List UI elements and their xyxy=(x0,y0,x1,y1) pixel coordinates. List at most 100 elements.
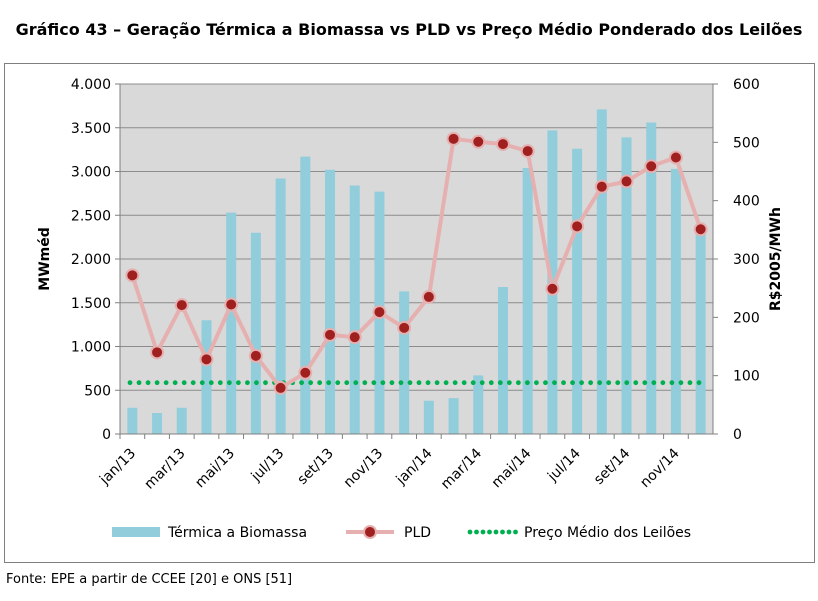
auction-price-dot xyxy=(588,380,594,386)
y2-tick-label: 500 xyxy=(733,135,760,151)
pld-point xyxy=(421,289,436,304)
auction-price-dot xyxy=(434,380,440,386)
auction-price-dot xyxy=(479,380,485,386)
x-tick-label: mai/14 xyxy=(489,445,535,491)
bar xyxy=(325,169,336,434)
y-axis-title: MWméd xyxy=(37,227,53,290)
auction-price-dot xyxy=(633,380,639,386)
x-tick-label: mar/13 xyxy=(142,446,189,493)
y2-tick-label: 0 xyxy=(733,427,742,443)
auction-price-dot xyxy=(362,380,368,386)
auction-price-dot xyxy=(615,380,621,386)
y-tick-label: 4.000 xyxy=(71,77,111,93)
auction-price-dot xyxy=(145,380,151,386)
auction-price-dot xyxy=(226,380,232,386)
auction-price-dot xyxy=(642,380,648,386)
auction-price-dot xyxy=(326,380,332,386)
auction-price-dot xyxy=(687,380,693,386)
auction-price-dot xyxy=(506,380,512,386)
y-tick-label: 0 xyxy=(102,427,111,443)
auction-price-dot xyxy=(425,380,431,386)
pld-point xyxy=(323,327,338,342)
bar xyxy=(275,178,286,434)
auction-price-dot xyxy=(217,380,223,386)
auction-price-dot xyxy=(190,380,196,386)
auction-price-dot xyxy=(452,380,458,386)
auction-price-dot xyxy=(235,380,241,386)
auction-price-dot xyxy=(443,380,449,386)
legend-label-auction: Preço Médio dos Leilões xyxy=(524,525,691,541)
x-tick-label: jul/14 xyxy=(544,445,584,485)
auction-price-dot xyxy=(488,380,494,386)
pld-point xyxy=(693,222,708,237)
bar xyxy=(522,168,533,434)
bar xyxy=(201,320,212,434)
x-tick-label: mai/13 xyxy=(192,446,238,492)
auction-price-dot xyxy=(245,380,250,386)
auction-price-dot xyxy=(660,380,666,386)
pld-point xyxy=(150,345,165,360)
bar xyxy=(695,225,706,434)
pld-point xyxy=(224,297,239,312)
x-tick-label: jan/13 xyxy=(96,446,139,489)
legend-swatch-auction-dot xyxy=(480,529,486,535)
y2-tick-label: 300 xyxy=(733,252,760,268)
auction-price-dot xyxy=(299,380,305,386)
auction-price-dot xyxy=(624,380,630,386)
x-tick-label: set/14 xyxy=(591,445,633,487)
auction-price-dot xyxy=(136,380,142,386)
x-tick-label: jul/13 xyxy=(248,446,288,486)
legend-swatch-auction-dot xyxy=(487,529,492,535)
pld-point xyxy=(520,144,535,159)
legend-swatch-biomass xyxy=(112,527,160,537)
chart-title: Gráfico 43 – Geração Térmica a Biomassa … xyxy=(15,20,803,39)
bar xyxy=(399,291,410,434)
legend-label-pld: PLD xyxy=(404,525,431,541)
auction-price-dot xyxy=(254,380,259,386)
source-note: Fonte: EPE a partir de CCEE [20] e ONS [… xyxy=(6,572,293,587)
y-tick-label: 500 xyxy=(84,383,111,399)
auction-price-dot xyxy=(534,380,539,386)
auction-price-dot xyxy=(127,380,133,386)
x-tick-label: set/13 xyxy=(294,446,336,488)
auction-price-dot xyxy=(154,380,160,386)
pld-point xyxy=(545,281,560,296)
auction-price-dot xyxy=(398,380,404,386)
bar xyxy=(670,168,681,434)
y-tick-label: 2.500 xyxy=(71,208,111,224)
y2-tick-label: 600 xyxy=(733,77,760,93)
bar xyxy=(448,398,459,434)
bar xyxy=(300,156,311,434)
chart-frame xyxy=(4,63,815,563)
legend-swatch-auction-dot xyxy=(493,529,499,535)
pld-point xyxy=(570,219,585,234)
auction-price-dot xyxy=(669,380,675,386)
pld-point xyxy=(471,134,486,149)
auction-price-dot xyxy=(597,380,603,386)
bar xyxy=(226,212,237,434)
pld-point xyxy=(446,131,461,146)
bar xyxy=(497,287,508,434)
y-tick-label: 3.500 xyxy=(71,121,111,137)
pld-point xyxy=(174,298,189,313)
bar xyxy=(473,375,484,434)
auction-price-dot xyxy=(416,380,422,386)
pld-point xyxy=(347,330,362,345)
auction-price-dot xyxy=(497,380,503,386)
pld-point xyxy=(273,380,288,395)
auction-price-dot xyxy=(651,380,657,386)
bar xyxy=(621,137,632,434)
auction-price-dot xyxy=(561,380,566,386)
auction-price-dot xyxy=(308,380,314,386)
legend-swatch-pld-marker xyxy=(363,525,377,539)
legend-swatch-auction-dot xyxy=(506,529,512,535)
bar xyxy=(176,407,187,434)
bar xyxy=(572,148,583,434)
auction-price-dot xyxy=(317,380,323,386)
bar xyxy=(423,400,434,434)
pld-point xyxy=(594,179,609,194)
pld-point xyxy=(248,348,263,363)
auction-price-dot xyxy=(263,380,268,386)
auction-price-dot xyxy=(172,380,178,386)
bar xyxy=(152,413,163,434)
